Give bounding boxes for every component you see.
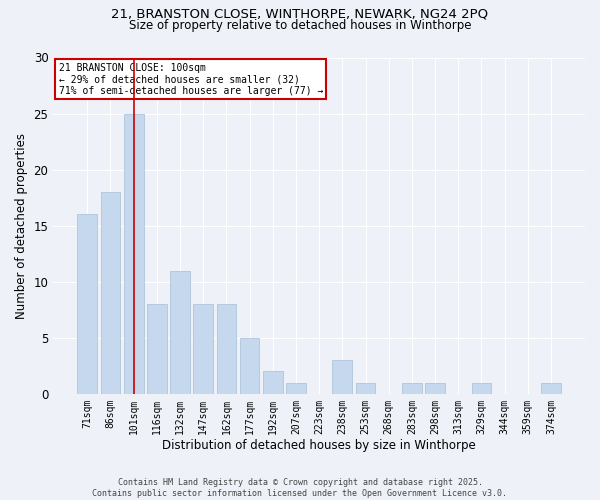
Text: Contains HM Land Registry data © Crown copyright and database right 2025.
Contai: Contains HM Land Registry data © Crown c… (92, 478, 508, 498)
Bar (77, 214, 97, 394)
Bar (217, 304, 236, 394)
Bar (402, 382, 422, 394)
Bar (124, 114, 143, 394)
Y-axis label: Number of detached properties: Number of detached properties (15, 132, 28, 318)
X-axis label: Distribution of detached houses by size in Winthorpe: Distribution of detached houses by size … (162, 440, 476, 452)
Bar (332, 360, 352, 394)
Bar (101, 192, 121, 394)
Bar (240, 338, 259, 394)
Bar (263, 372, 283, 394)
Bar (147, 304, 167, 394)
Bar (193, 304, 213, 394)
Text: 21, BRANSTON CLOSE, WINTHORPE, NEWARK, NG24 2PQ: 21, BRANSTON CLOSE, WINTHORPE, NEWARK, N… (112, 8, 488, 20)
Bar (286, 382, 306, 394)
Bar (472, 382, 491, 394)
Bar (425, 382, 445, 394)
Bar (541, 382, 561, 394)
Text: Size of property relative to detached houses in Winthorpe: Size of property relative to detached ho… (129, 19, 471, 32)
Bar (356, 382, 376, 394)
Bar (170, 270, 190, 394)
Text: 21 BRANSTON CLOSE: 100sqm
← 29% of detached houses are smaller (32)
71% of semi-: 21 BRANSTON CLOSE: 100sqm ← 29% of detac… (59, 62, 323, 96)
